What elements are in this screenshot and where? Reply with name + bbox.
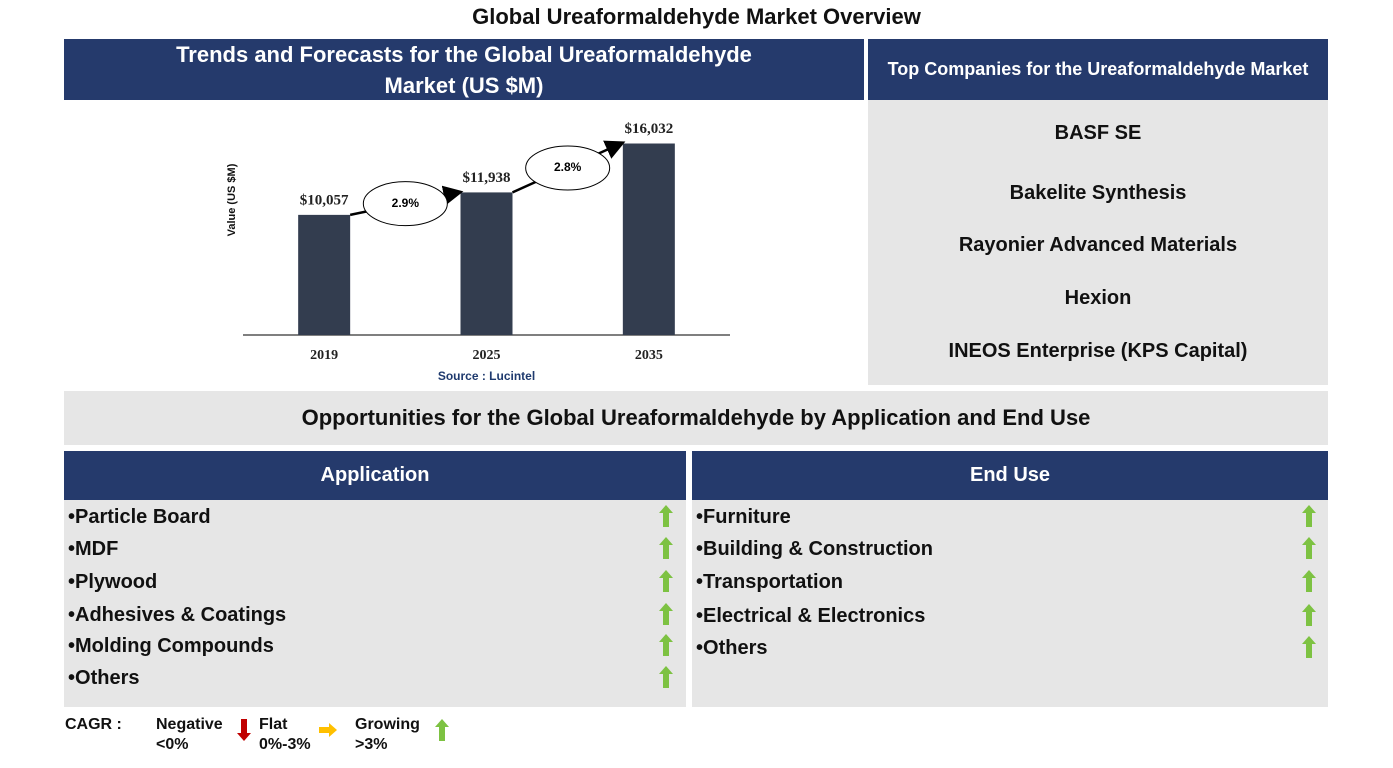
list-item: Plywood (68, 571, 157, 594)
arrow-shape (1302, 636, 1316, 658)
cagr-bubble (362, 181, 448, 227)
arrow-icon (1302, 537, 1316, 559)
arrow-shape (1302, 570, 1316, 592)
cagr-label: 2.8% (554, 160, 582, 174)
list-item: Particle Board (68, 506, 211, 529)
list-item: Others (696, 637, 767, 660)
y-axis-label: Value (US $M) (226, 163, 238, 236)
list-item: Adhesives & Coatings (68, 604, 286, 627)
legend-range: >3% (355, 736, 388, 753)
arrow-icon (659, 505, 673, 527)
arrow-shape (659, 603, 673, 625)
source: Source : Lucintel (438, 369, 535, 383)
company-name: BASF SE (1054, 122, 1142, 144)
legend-range: <0% (156, 736, 189, 753)
company-name: Rayonier Advanced Materials (958, 234, 1238, 256)
value-label: $10,057 (300, 192, 349, 208)
chart-panel-title: Trends and Forecasts for the Global Urea… (64, 39, 864, 100)
legend-name: Negative (156, 716, 223, 733)
arrow-icon (1302, 604, 1316, 626)
end-use-list: Furniture Building & Construction Transpor… (692, 500, 1328, 707)
companies-title: Top Companies for the Ureaformaldehyde M… (868, 39, 1328, 100)
chart: Value (US $M) $10,057 2019 $11,938 2025 $16,0… (226, 121, 730, 383)
arrow-shape (1302, 604, 1316, 626)
list-item: Molding Compounds (68, 635, 274, 658)
x-tick-label: 2019 (310, 348, 338, 363)
application-title: Application (64, 451, 686, 500)
arrow-icon (659, 537, 673, 559)
arrow-icon (1302, 570, 1316, 592)
arrow-icon (659, 634, 673, 656)
arrow-shape (1302, 537, 1316, 559)
arrow-icon (319, 723, 337, 737)
x-tick-label: 2035 (635, 348, 663, 363)
arrow-shape (659, 634, 673, 656)
end-use-title: End Use (692, 451, 1328, 500)
cagr-bubble (525, 145, 611, 191)
company-name: Hexion (1064, 287, 1132, 309)
cagr-label: 2.9% (392, 196, 420, 210)
arrow-shape (435, 719, 449, 741)
arrow-icon (1302, 636, 1316, 658)
arrow-shape (659, 537, 673, 559)
arrow-shape (659, 666, 673, 688)
arrow-icon (659, 603, 673, 625)
list-item: Building & Construction (696, 538, 933, 561)
arrow-shape (659, 505, 673, 527)
arrow-shape (319, 723, 337, 737)
arrow-icon (1302, 505, 1316, 527)
application-list: Particle Board MDF Plywood Adhesives & Coat… (64, 500, 686, 707)
legend-name: Flat (259, 716, 288, 733)
list-item: MDF (68, 538, 118, 561)
list-item: Transportation (696, 571, 843, 594)
arrow-shape (1302, 505, 1316, 527)
bar (298, 214, 351, 335)
list-item: Others (68, 667, 139, 690)
bar (460, 192, 513, 335)
company-name: Bakelite Synthesis (1009, 182, 1187, 204)
legend: CAGR : Negative <0% Flat 0%-3% Growing >3% (0, 712, 600, 768)
bar (622, 143, 675, 335)
arrow-icon (435, 719, 449, 741)
arrow-icon (659, 666, 673, 688)
company-name: INEOS Enterprise (KPS Capital) (948, 340, 1248, 362)
value-label: $16,032 (624, 121, 673, 137)
companies-panel: BASF SE Bakelite Synthesis Rayonier Advanc… (868, 100, 1328, 385)
value-label: $11,938 (463, 170, 511, 186)
arrow-icon (237, 719, 251, 741)
arrow-shape (237, 719, 251, 741)
arrow-shape (659, 570, 673, 592)
arrow-icon (659, 570, 673, 592)
legend-label: CAGR : (65, 716, 122, 733)
legend-name: Growing (355, 716, 420, 733)
legend-range: 0%-3% (259, 736, 311, 753)
list-item: Furniture (696, 506, 791, 529)
opportunities-title: Opportunities for the Global Ureaformald… (64, 391, 1328, 445)
list-item: Electrical & Electronics (696, 605, 925, 628)
x-tick-label: 2025 (473, 348, 501, 363)
page-title: Global Ureaformaldehyde Market Overview (472, 4, 921, 29)
